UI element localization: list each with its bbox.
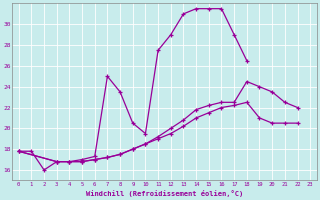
X-axis label: Windchill (Refroidissement éolien,°C): Windchill (Refroidissement éolien,°C) — [86, 190, 243, 197]
